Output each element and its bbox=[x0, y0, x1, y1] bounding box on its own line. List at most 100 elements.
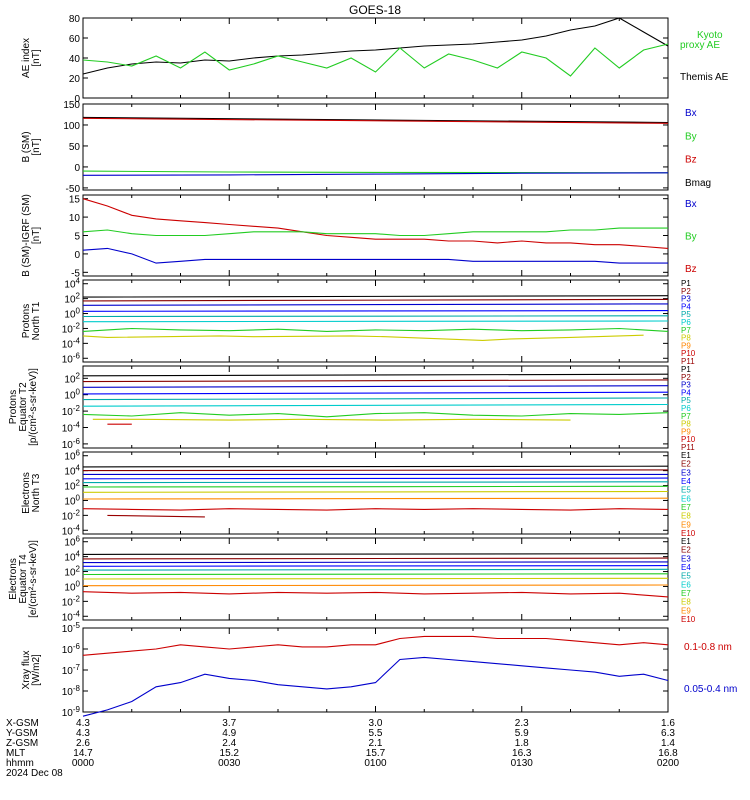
axis-row-label: Y-GSM bbox=[6, 728, 38, 739]
y-tick-label: 100 bbox=[64, 388, 80, 402]
y-tick-label: 150 bbox=[63, 100, 80, 111]
y-axis-label-line: B (SM)-IGRF (SM) bbox=[21, 194, 32, 277]
y-tick-label: 10-9 bbox=[62, 705, 81, 719]
series-line-p3 bbox=[82, 303, 669, 306]
y-axis-label: B (SM) [nT] bbox=[21, 131, 42, 162]
axis-cell: 4.3 bbox=[76, 728, 90, 739]
y-axis-label: AE index [nT] bbox=[21, 38, 42, 78]
y-tick-label: 80 bbox=[69, 14, 81, 25]
legend-entry: 0.05-0.4 nm bbox=[684, 684, 737, 695]
y-axis-label-line: Protons bbox=[21, 304, 32, 338]
legend-entry: P1 bbox=[681, 279, 691, 288]
y-axis-label-line: Electrons bbox=[8, 558, 19, 600]
legend-entry: P4 bbox=[681, 302, 691, 311]
legend-entry: P10 bbox=[681, 349, 696, 358]
series-line-p7 bbox=[82, 412, 669, 418]
legend-entry: Bx bbox=[685, 199, 697, 210]
y-tick-label: 102 bbox=[64, 565, 80, 579]
series-line-e4 bbox=[82, 477, 669, 480]
y-tick-label: 10-2 bbox=[62, 594, 81, 608]
series-line-e6 bbox=[82, 573, 669, 576]
y-axis-label-line: Equator T4 bbox=[18, 554, 29, 604]
legend-entry: E7 bbox=[681, 503, 691, 512]
axis-cell: 0030 bbox=[218, 758, 241, 769]
y-tick-label: 106 bbox=[64, 449, 80, 463]
series-line-bx bbox=[82, 247, 668, 264]
y-axis-label-line: Electrons bbox=[21, 472, 32, 514]
legend-entry: Bz bbox=[685, 155, 697, 166]
legend-entry: P6 bbox=[681, 318, 691, 327]
legend-entry: E8 bbox=[681, 598, 691, 607]
series-line-e8 bbox=[82, 497, 669, 500]
y-tick-label: 0 bbox=[74, 163, 80, 174]
axis-cell: 0000 bbox=[72, 758, 95, 769]
legend-entry: E6 bbox=[681, 494, 691, 503]
series-line-p1 bbox=[82, 373, 669, 377]
series-line-proxy-ae bbox=[82, 43, 669, 77]
series-line-e5 bbox=[82, 481, 669, 484]
axis-row-label: Z-GSM bbox=[6, 738, 38, 749]
legend-entry: E7 bbox=[681, 589, 691, 598]
legend-entry: P9 bbox=[681, 427, 691, 436]
legend-entry: Kyoto bbox=[697, 30, 723, 41]
legend-entry: E2 bbox=[681, 546, 691, 555]
series-line-e7 bbox=[82, 490, 669, 493]
legend-entry: Bx bbox=[685, 108, 697, 119]
y-tick-label: 100 bbox=[64, 493, 80, 507]
axis-cell: 0200 bbox=[657, 758, 680, 769]
panel-protons_equator: 10-6 10-4 10-2 100 102 Protons Equator T2 [p/(c… bbox=[8, 365, 696, 452]
y-tick-label: -5 bbox=[71, 268, 80, 279]
series-line-themis-ae bbox=[82, 17, 669, 75]
series-line-bx bbox=[82, 172, 669, 176]
y-tick-label: 10-6 bbox=[62, 351, 81, 365]
legend-entry: By bbox=[685, 131, 697, 142]
series-line-e3 bbox=[82, 561, 669, 564]
legend-entry: Bmag bbox=[685, 178, 711, 189]
legend-entry: E9 bbox=[681, 606, 691, 615]
legend-entry: Themis AE bbox=[680, 72, 729, 83]
y-axis-label-line: North T1 bbox=[31, 301, 42, 340]
series-line-p8 bbox=[92, 418, 571, 421]
panel-frame bbox=[82, 103, 669, 191]
legend-entry: P3 bbox=[681, 295, 691, 304]
axis-cell: 1.6 bbox=[661, 718, 675, 729]
axis-cell: 5.5 bbox=[369, 728, 383, 739]
y-tick-label: 15 bbox=[69, 195, 81, 206]
y-axis-label: Electrons North T3 bbox=[21, 472, 42, 514]
y-axis-label-line: Xray flux bbox=[21, 651, 32, 690]
panel-xray: 10-9 10-8 10-7 10-6 10-5 Xray flux [W/m2] 0.1-0… bbox=[21, 621, 737, 719]
y-tick-label: 10-6 bbox=[62, 642, 81, 656]
series-line-p4 bbox=[82, 310, 669, 312]
series-line-p1 bbox=[82, 295, 669, 298]
time-axis-table: X-GSMY-GSMZ-GSMMLThhmm4.34.32.614.700003… bbox=[6, 718, 680, 779]
y-tick-label: 104 bbox=[64, 550, 80, 564]
y-axis-label-line: AE index bbox=[21, 38, 32, 78]
legend-entry: E5 bbox=[681, 572, 691, 581]
series-line-e9 bbox=[82, 591, 669, 598]
legend-entry: P10 bbox=[681, 435, 696, 444]
y-tick-label: 100 bbox=[63, 121, 80, 132]
y-tick-label: 50 bbox=[69, 142, 81, 153]
panel-bsm: -50 0 50 100 150 B (SM) [nT] Bx By Bz Bmag bbox=[21, 100, 711, 195]
y-tick-label: 10-4 bbox=[62, 609, 81, 623]
y-tick-label: 5 bbox=[74, 232, 80, 243]
axis-cell: 3.7 bbox=[222, 718, 236, 729]
series-line-p5 bbox=[82, 397, 669, 401]
legend-entry: P11 bbox=[681, 357, 695, 366]
axis-cell: 15.2 bbox=[220, 748, 240, 759]
series-line-p8 bbox=[82, 334, 644, 341]
y-tick-label: 100 bbox=[64, 307, 80, 321]
y-axis-label: B (SM)-IGRF (SM) [nT] bbox=[21, 194, 42, 277]
axis-cell: 4.3 bbox=[76, 718, 90, 729]
panel-frame bbox=[82, 627, 669, 713]
legend-entry: proxy AE bbox=[680, 40, 720, 51]
y-tick-label: 10-5 bbox=[62, 621, 81, 635]
legend-entry: Bz bbox=[685, 264, 697, 275]
y-axis-label-line: [nT] bbox=[31, 227, 42, 244]
series-line-e5 bbox=[82, 568, 669, 571]
legend-entry: P8 bbox=[681, 334, 691, 343]
panel-frame bbox=[82, 451, 669, 535]
legend-entry: E3 bbox=[681, 468, 691, 477]
